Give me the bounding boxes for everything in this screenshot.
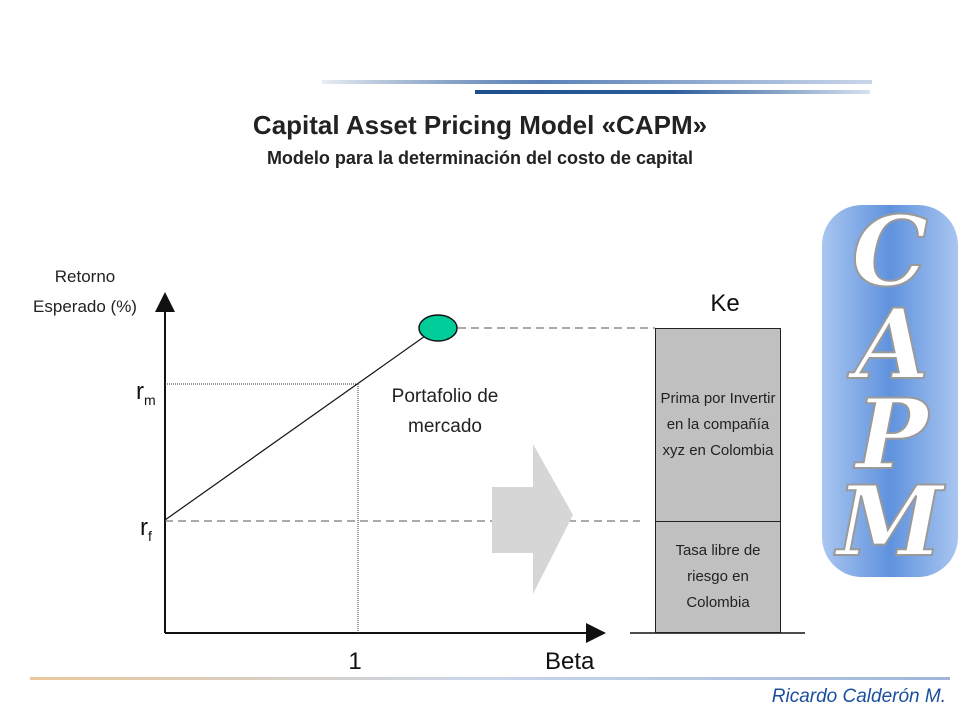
- premium-box: Prima por Invertir en la compañía xyz en…: [655, 328, 781, 522]
- header-line-bottom: [475, 90, 870, 94]
- logo-letter-a: A: [847, 288, 929, 401]
- logo-letter-c: C: [852, 200, 928, 308]
- rf-base: r: [140, 514, 148, 541]
- page-title: Capital Asset Pricing Model «CAPM»: [252, 110, 708, 140]
- author-footer: Ricardo Calderón M.: [771, 686, 946, 707]
- logo-band: [822, 205, 958, 577]
- logo-letter-p: P: [853, 378, 931, 491]
- block-arrow: [492, 444, 573, 594]
- rm-sub: m: [144, 391, 156, 408]
- rm-label: rm: [136, 378, 156, 408]
- page-subtitle: Modelo para la determinación del costo d…: [266, 148, 694, 168]
- x-tick-one: 1: [348, 648, 362, 675]
- rf-label: rf: [140, 514, 152, 544]
- risk-free-box-text: Tasa libre de riesgo en Colombia: [675, 542, 761, 611]
- portfolio-label: Portafolio de mercado: [360, 382, 530, 442]
- y-axis-label-line2: Esperado (%): [33, 297, 137, 316]
- portfolio-label-line2: mercado: [408, 416, 482, 437]
- security-market-line: [164, 328, 436, 521]
- premium-box-text: Prima por Invertir en la compañía xyz en…: [660, 390, 776, 459]
- footer-line: [30, 677, 950, 680]
- x-axis-label: Beta: [545, 648, 595, 675]
- y-axis-label-line1: Retorno: [54, 267, 116, 286]
- market-portfolio-point: [418, 314, 458, 342]
- ke-label: Ke: [710, 290, 740, 317]
- portfolio-label-line1: Portafolio de: [391, 386, 499, 407]
- risk-free-box: Tasa libre de riesgo en Colombia: [655, 521, 781, 633]
- capm-logo: C A P M: [822, 200, 958, 579]
- rm-base: r: [136, 378, 144, 405]
- header-decoration: [322, 80, 872, 94]
- logo-letter-m: M: [834, 465, 946, 578]
- y-axis-label: Retorno Esperado (%): [10, 262, 160, 322]
- header-line-top: [322, 80, 872, 84]
- rf-sub: f: [148, 527, 152, 544]
